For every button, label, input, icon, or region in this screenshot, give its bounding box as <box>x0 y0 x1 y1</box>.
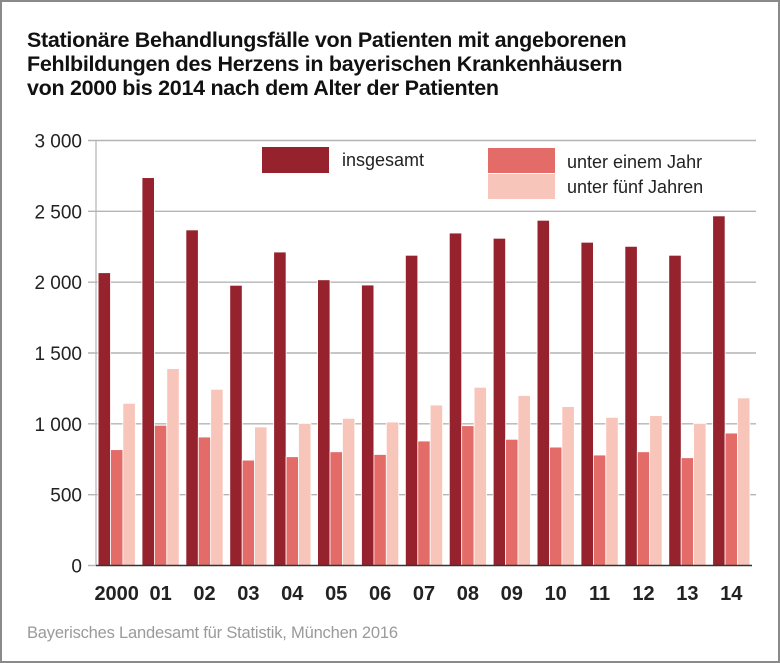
bar-insgesamt-13 <box>669 255 681 566</box>
legend: insgesamt unter einem Jahr unter fünf Ja… <box>262 147 703 199</box>
bar-unter-fünf-jahren-07 <box>430 405 443 566</box>
bar-insgesamt-01 <box>142 178 154 566</box>
bar-unter-einem-jahr-09 <box>506 439 518 566</box>
bar-insgesamt-11 <box>581 242 593 566</box>
x-tick-label: 02 <box>193 583 215 605</box>
bar-unter-einem-jahr-05 <box>330 452 342 566</box>
bar-unter-fünf-jahren-14 <box>737 398 750 566</box>
bar-unter-fünf-jahren-2000 <box>123 403 135 566</box>
chart-title-line-1: Stationäre Behandlungsfälle von Patiente… <box>27 28 627 52</box>
bar-unter-fünf-jahren-09 <box>518 395 530 566</box>
bar-unter-einem-jahr-03 <box>242 460 255 566</box>
x-tick-label: 07 <box>413 583 435 605</box>
x-tick-label: 03 <box>237 583 259 605</box>
bar-insgesamt-02 <box>186 230 198 566</box>
x-tick-label: 10 <box>545 583 567 605</box>
bar-unter-fünf-jahren-02 <box>211 389 223 566</box>
legend-swatch-insgesamt <box>262 147 329 173</box>
x-tick-label: 04 <box>281 583 304 605</box>
x-tick-label: 06 <box>369 583 391 605</box>
x-tick-label: 13 <box>676 583 698 605</box>
x-tick-label: 12 <box>632 583 654 605</box>
bar-unter-einem-jahr-10 <box>549 447 562 566</box>
bar-unter-fünf-jahren-12 <box>650 416 662 566</box>
bar-unter-einem-jahr-04 <box>286 457 299 566</box>
legend-label-unter-fuenf-jahren: unter fünf Jahren <box>567 177 703 197</box>
bar-unter-fünf-jahren-10 <box>562 406 574 566</box>
bar-insgesamt-2000 <box>98 273 111 566</box>
bar-insgesamt-06 <box>361 285 374 566</box>
y-tick-label: 0 <box>71 557 82 578</box>
legend-label-insgesamt: insgesamt <box>342 150 424 170</box>
source-note: Bayerisches Landesamt für Statistik, Mün… <box>27 624 398 642</box>
bar-insgesamt-03 <box>230 285 242 566</box>
axes <box>95 140 752 567</box>
bar-unter-fünf-jahren-13 <box>694 423 706 566</box>
bar-unter-einem-jahr-08 <box>462 426 474 566</box>
x-tick-label: 14 <box>720 583 743 605</box>
bar-insgesamt-05 <box>318 280 330 566</box>
y-tick-label: 500 <box>50 486 82 507</box>
bar-unter-fünf-jahren-05 <box>342 418 355 566</box>
bar-unter-fünf-jahren-08 <box>474 387 487 566</box>
bar-insgesamt-14 <box>713 216 725 566</box>
bar-unter-einem-jahr-13 <box>681 458 694 566</box>
x-tick-label: 01 <box>149 583 171 605</box>
x-axis-ticks: 2000 01 02 03 04 05 06 07 08 09 10 11 12 13 14 <box>94 583 743 605</box>
legend-swatch-unter-einem-jahr <box>488 148 555 173</box>
y-tick-label: 1 500 <box>34 344 82 365</box>
y-tick-label: 3 000 <box>34 132 82 153</box>
bar-unter-fünf-jahren-06 <box>386 422 399 566</box>
x-tick-label: 08 <box>457 583 479 605</box>
x-tick-label: 05 <box>325 583 347 605</box>
y-tick-label: 2 500 <box>34 202 82 223</box>
bar-unter-einem-jahr-07 <box>418 441 430 566</box>
legend-label-unter-einem-jahr: unter einem Jahr <box>567 152 702 172</box>
bar-unter-einem-jahr-06 <box>374 454 386 566</box>
bars <box>97 177 751 566</box>
x-tick-label: 2000 <box>94 583 139 605</box>
bar-unter-fünf-jahren-03 <box>255 427 267 566</box>
x-tick-label: 09 <box>501 583 523 605</box>
chart-title-line-3: von 2000 bis 2014 nach dem Alter der Pat… <box>27 76 499 100</box>
bar-unter-fünf-jahren-01 <box>167 369 179 566</box>
bar-unter-fünf-jahren-11 <box>606 417 618 566</box>
bar-unter-einem-jahr-02 <box>198 437 211 566</box>
bar-insgesamt-08 <box>449 233 462 566</box>
bar-unter-einem-jahr-11 <box>593 455 606 566</box>
bar-unter-einem-jahr-14 <box>725 433 738 566</box>
bar-insgesamt-10 <box>537 220 550 566</box>
bar-insgesamt-07 <box>405 255 418 566</box>
y-tick-label: 2 000 <box>34 273 82 294</box>
legend-swatch-unter-fuenf-jahren <box>488 174 555 199</box>
y-axis-ticks: 0 500 1 000 1 500 2 000 2 500 3 000 <box>34 132 82 578</box>
x-tick-label: 11 <box>589 583 610 605</box>
y-tick-label: 1 000 <box>34 415 82 436</box>
bar-unter-fünf-jahren-04 <box>298 423 311 566</box>
bar-unter-einem-jahr-12 <box>637 452 650 566</box>
bar-insgesamt-04 <box>274 252 286 566</box>
chart-title: Stationäre Behandlungsfälle von Patiente… <box>27 28 767 100</box>
bar-unter-einem-jahr-2000 <box>110 450 123 566</box>
chart-title-line-2: Fehlbildungen des Herzens in bayerischen… <box>27 52 623 76</box>
bar-unter-einem-jahr-01 <box>154 425 167 566</box>
bar-insgesamt-12 <box>625 246 637 566</box>
bar-insgesamt-09 <box>493 238 506 566</box>
